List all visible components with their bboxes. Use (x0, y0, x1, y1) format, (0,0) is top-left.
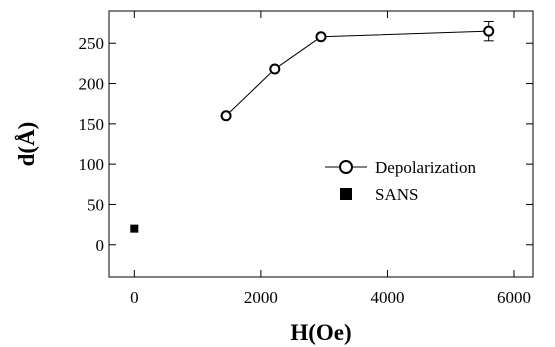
depolarization-point (315, 31, 327, 43)
x-axis-title: H(Oe) (290, 320, 351, 345)
legend-label-depolarization: Depolarization (375, 158, 477, 177)
plot-frame (108, 10, 534, 278)
tick-marks (109, 11, 533, 277)
x-tick-label: 2000 (244, 288, 278, 307)
sans-point (130, 224, 139, 233)
y-tick-label: 250 (79, 34, 105, 53)
legend-marker-depolarization (339, 160, 353, 174)
x-tick-label: 6000 (497, 288, 531, 307)
depolarization-point (220, 110, 232, 122)
y-tick-label: 100 (79, 155, 105, 174)
legend: Depolarization SANS (325, 158, 477, 204)
y-tick-label: 0 (96, 236, 105, 255)
legend-marker-sans (340, 188, 352, 200)
depolarization-point (269, 63, 281, 75)
y-axis-title: d(Å) (14, 122, 39, 167)
depolarization-line (225, 30, 489, 117)
tick-labels: 0 2000 4000 6000 0 50 100 150 200 250 (79, 34, 532, 307)
x-tick-label: 0 (130, 288, 139, 307)
series-layer (130, 20, 495, 233)
x-tick-label: 4000 (370, 288, 404, 307)
depolarization-point (483, 25, 495, 37)
y-tick-label: 150 (79, 115, 105, 134)
legend-label-sans: SANS (375, 185, 418, 204)
y-tick-label: 200 (79, 75, 105, 94)
y-tick-label: 50 (87, 195, 104, 214)
